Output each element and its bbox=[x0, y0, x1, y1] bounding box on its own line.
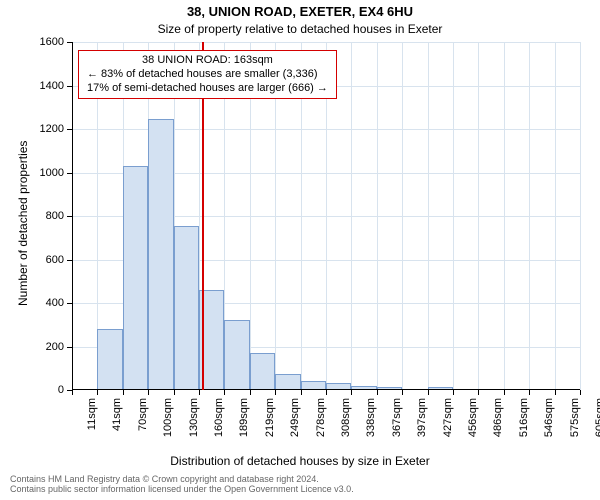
x-tick-mark bbox=[275, 390, 276, 395]
copyright: Contains HM Land Registry data © Crown c… bbox=[10, 474, 600, 494]
copyright-line-1: Contains HM Land Registry data © Crown c… bbox=[10, 474, 600, 484]
chart-title: 38, UNION ROAD, EXETER, EX4 6HU bbox=[0, 4, 600, 19]
y-tick-label: 1200 bbox=[40, 123, 72, 135]
x-tick-label: 100sqm bbox=[162, 390, 174, 458]
x-tick-label: 338sqm bbox=[365, 390, 377, 458]
x-tick-mark bbox=[148, 390, 149, 395]
y-axis-line bbox=[72, 42, 73, 390]
x-tick-mark bbox=[453, 390, 454, 395]
x-tick-mark bbox=[326, 390, 327, 395]
x-tick-label: 605sqm bbox=[594, 390, 600, 458]
copyright-line-2: Contains public sector information licen… bbox=[10, 484, 600, 494]
y-axis-label: Number of detached properties bbox=[16, 141, 30, 306]
x-tick-mark bbox=[529, 390, 530, 395]
x-axis-label: Distribution of detached houses by size … bbox=[0, 454, 600, 468]
x-tick-mark bbox=[174, 390, 175, 395]
y-tick-label: 1000 bbox=[40, 167, 72, 179]
x-tick-label: 367sqm bbox=[391, 390, 403, 458]
grid-line-vertical bbox=[351, 42, 352, 390]
x-tick-mark bbox=[377, 390, 378, 395]
x-tick-label: 189sqm bbox=[238, 390, 250, 458]
grid-line-vertical bbox=[555, 42, 556, 390]
x-tick-mark bbox=[478, 390, 479, 395]
x-tick-label: 516sqm bbox=[518, 390, 530, 458]
x-tick-label: 219sqm bbox=[264, 390, 276, 458]
x-tick-label: 278sqm bbox=[315, 390, 327, 458]
x-tick-mark bbox=[580, 390, 581, 395]
x-tick-label: 456sqm bbox=[467, 390, 479, 458]
annotation-box: 38 UNION ROAD: 163sqm ← 83% of detached … bbox=[78, 50, 337, 99]
x-tick-mark bbox=[97, 390, 98, 395]
x-tick-label: 575sqm bbox=[569, 390, 581, 458]
x-tick-mark bbox=[504, 390, 505, 395]
x-tick-label: 427sqm bbox=[442, 390, 454, 458]
grid-line-vertical bbox=[428, 42, 429, 390]
histogram-bar bbox=[174, 226, 199, 390]
y-tick-label: 600 bbox=[46, 254, 72, 266]
annotation-line-2: ← 83% of detached houses are smaller (3,… bbox=[87, 68, 328, 82]
chart-subtitle: Size of property relative to detached ho… bbox=[0, 22, 600, 36]
grid-line-vertical bbox=[453, 42, 454, 390]
annotation-line-3: 17% of semi-detached houses are larger (… bbox=[87, 82, 328, 96]
x-tick-label: 249sqm bbox=[289, 390, 301, 458]
histogram-bar bbox=[224, 320, 249, 390]
grid-line-vertical bbox=[377, 42, 378, 390]
histogram-bar bbox=[250, 353, 275, 390]
y-tick-label: 800 bbox=[46, 210, 72, 222]
y-tick-label: 200 bbox=[46, 341, 72, 353]
x-tick-mark bbox=[250, 390, 251, 395]
x-axis-line bbox=[72, 389, 580, 390]
x-tick-label: 486sqm bbox=[492, 390, 504, 458]
grid-line-vertical bbox=[504, 42, 505, 390]
x-tick-mark bbox=[72, 390, 73, 395]
histogram-bar bbox=[275, 374, 300, 390]
grid-line-vertical bbox=[478, 42, 479, 390]
grid-line-vertical bbox=[402, 42, 403, 390]
x-tick-mark bbox=[428, 390, 429, 395]
y-tick-label: 400 bbox=[46, 297, 72, 309]
chart-container: 38, UNION ROAD, EXETER, EX4 6HU Size of … bbox=[0, 0, 600, 500]
y-tick-label: 0 bbox=[58, 384, 72, 396]
x-tick-label: 546sqm bbox=[543, 390, 555, 458]
x-tick-mark bbox=[351, 390, 352, 395]
x-tick-label: 130sqm bbox=[188, 390, 200, 458]
x-tick-mark bbox=[301, 390, 302, 395]
x-tick-label: 41sqm bbox=[111, 390, 123, 458]
annotation-line-1: 38 UNION ROAD: 163sqm bbox=[87, 54, 328, 68]
grid-line-vertical bbox=[580, 42, 581, 390]
x-tick-label: 160sqm bbox=[213, 390, 225, 458]
y-tick-label: 1600 bbox=[40, 36, 72, 48]
grid-line-vertical bbox=[529, 42, 530, 390]
x-tick-label: 397sqm bbox=[416, 390, 428, 458]
x-tick-label: 11sqm bbox=[86, 390, 98, 458]
y-tick-label: 1400 bbox=[40, 80, 72, 92]
x-tick-mark bbox=[555, 390, 556, 395]
x-tick-mark bbox=[199, 390, 200, 395]
x-tick-mark bbox=[224, 390, 225, 395]
x-tick-mark bbox=[402, 390, 403, 395]
histogram-bar bbox=[97, 329, 122, 390]
x-tick-label: 308sqm bbox=[340, 390, 352, 458]
x-tick-label: 70sqm bbox=[137, 390, 149, 458]
histogram-bar bbox=[148, 119, 173, 390]
histogram-bar bbox=[123, 166, 148, 390]
x-tick-mark bbox=[123, 390, 124, 395]
